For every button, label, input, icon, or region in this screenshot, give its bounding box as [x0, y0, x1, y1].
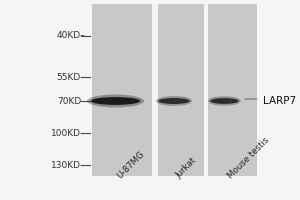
Ellipse shape: [91, 97, 140, 105]
Text: 40KD–: 40KD–: [57, 31, 86, 40]
Text: Jurkat: Jurkat: [174, 156, 198, 180]
Bar: [208, 4, 256, 176]
Ellipse shape: [156, 96, 192, 106]
Ellipse shape: [158, 98, 190, 104]
Text: LARP7: LARP7: [262, 96, 296, 106]
Text: 130KD–: 130KD–: [51, 160, 86, 170]
Text: 70KD–: 70KD–: [57, 97, 86, 106]
Text: 100KD–: 100KD–: [51, 129, 86, 138]
Text: 55KD–: 55KD–: [57, 72, 86, 82]
Ellipse shape: [210, 98, 239, 104]
Ellipse shape: [87, 95, 144, 108]
Text: Mouse testis: Mouse testis: [226, 135, 271, 180]
Bar: [158, 4, 204, 176]
Ellipse shape: [208, 96, 241, 106]
Text: U-87MG: U-87MG: [115, 149, 146, 180]
Bar: [92, 4, 152, 176]
